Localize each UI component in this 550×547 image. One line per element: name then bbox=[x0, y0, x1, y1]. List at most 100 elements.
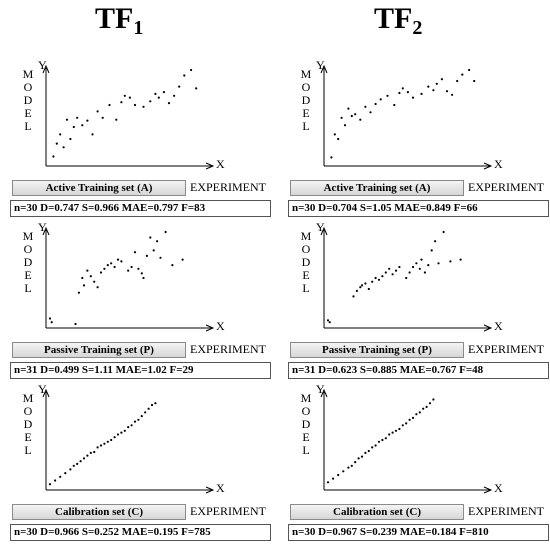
y-axis-label-letter: L bbox=[24, 281, 32, 295]
data-point bbox=[359, 118, 362, 121]
data-point bbox=[142, 105, 145, 108]
data-point bbox=[328, 321, 331, 324]
y-axis-letter: Y bbox=[38, 58, 47, 72]
x-axis-label: EXPERIMENT bbox=[468, 342, 544, 356]
y-axis-label-letter: M bbox=[22, 391, 34, 405]
data-point bbox=[377, 440, 381, 443]
y-axis-letter: Y bbox=[316, 220, 325, 234]
set-bar: Active Training set (A) EXPERIMENT bbox=[288, 180, 550, 196]
scatter-panel: M O D E L Y X Passive Training set (P) EXPERIMEN… bbox=[10, 220, 272, 380]
y-axis-label-letter: O bbox=[301, 80, 311, 94]
data-point bbox=[473, 79, 476, 83]
set-button[interactable]: Passive Training set (P) bbox=[290, 342, 464, 358]
data-point bbox=[398, 91, 401, 95]
data-point bbox=[343, 124, 347, 127]
y-axis-label-letter: L bbox=[24, 119, 32, 133]
data-point bbox=[394, 269, 398, 272]
set-bar: Passive Training set (P) EXPERIMENT bbox=[10, 342, 272, 358]
y-axis-label-letter: D bbox=[301, 255, 311, 269]
data-point bbox=[133, 420, 137, 423]
data-point bbox=[54, 479, 57, 482]
data-point bbox=[435, 82, 438, 85]
y-axis-letter: Y bbox=[316, 382, 325, 396]
data-point bbox=[183, 74, 186, 77]
data-point bbox=[408, 271, 411, 274]
x-axis-arrow bbox=[205, 162, 215, 170]
set-button[interactable]: Calibration set (C) bbox=[12, 504, 186, 520]
data-point bbox=[81, 124, 84, 127]
data-point bbox=[77, 291, 80, 294]
stats-readout: n=31 D=0.499 S=1.11 MAE=1.02 F=29 bbox=[10, 362, 271, 379]
data-point bbox=[64, 472, 67, 475]
data-point bbox=[128, 96, 131, 99]
data-point bbox=[359, 286, 362, 289]
y-axis-label-letter: E bbox=[302, 430, 310, 444]
data-point bbox=[420, 92, 423, 95]
data-point bbox=[434, 240, 437, 243]
data-point bbox=[99, 444, 103, 447]
data-point bbox=[120, 260, 123, 263]
data-point bbox=[369, 111, 372, 114]
scatter-plot bbox=[42, 388, 215, 494]
set-button[interactable]: Active Training set (A) bbox=[12, 180, 186, 196]
data-point bbox=[391, 273, 394, 276]
data-point bbox=[408, 418, 411, 421]
data-point bbox=[147, 407, 150, 410]
data-point bbox=[162, 91, 165, 94]
y-axis-label-letter: M bbox=[22, 229, 34, 243]
y-axis-label-letter: D bbox=[301, 93, 311, 107]
data-point bbox=[428, 402, 432, 405]
data-point bbox=[337, 137, 340, 141]
data-point bbox=[337, 473, 340, 477]
data-point bbox=[360, 455, 364, 458]
y-axis-label-letter: D bbox=[301, 417, 311, 431]
data-point bbox=[86, 119, 89, 122]
data-point bbox=[137, 267, 140, 270]
data-point bbox=[69, 137, 72, 141]
data-point bbox=[48, 483, 52, 486]
data-point bbox=[150, 403, 154, 407]
data-point bbox=[82, 457, 86, 460]
data-point bbox=[167, 102, 171, 105]
y-axis-arrow bbox=[320, 226, 328, 236]
data-point bbox=[137, 418, 140, 421]
data-point bbox=[74, 322, 77, 326]
y-axis-label-letter: E bbox=[24, 106, 32, 120]
scatter-plot bbox=[42, 226, 215, 332]
data-point bbox=[423, 271, 426, 274]
y-axis-label-letter: L bbox=[24, 443, 32, 457]
data-point bbox=[451, 93, 454, 96]
x-axis-letter: X bbox=[494, 319, 503, 333]
scatter-panel: M O D E L Y X Active Training set (A) EXPERIMENT… bbox=[288, 58, 550, 218]
y-axis-label-letter: O bbox=[23, 242, 33, 256]
data-point bbox=[144, 411, 147, 414]
y-axis-letter: Y bbox=[38, 220, 47, 234]
y-axis-label-letter: M bbox=[300, 67, 312, 81]
data-point bbox=[123, 429, 126, 432]
stats-readout: n=30 D=0.704 S=1.05 MAE=0.849 F=66 bbox=[288, 200, 549, 217]
data-point bbox=[388, 267, 391, 270]
set-button[interactable]: Active Training set (A) bbox=[290, 180, 464, 196]
data-point bbox=[89, 275, 92, 278]
data-point bbox=[360, 284, 364, 287]
data-point bbox=[69, 468, 72, 471]
set-bar: Calibration set (C) EXPERIMENT bbox=[10, 504, 272, 520]
set-button[interactable]: Passive Training set (P) bbox=[12, 342, 186, 358]
data-point bbox=[133, 103, 137, 107]
data-point bbox=[340, 116, 343, 119]
set-button[interactable]: Calibration set (C) bbox=[290, 504, 464, 520]
data-point bbox=[415, 262, 418, 265]
data-point bbox=[154, 92, 157, 95]
data-point bbox=[427, 85, 430, 88]
data-point bbox=[374, 444, 377, 447]
scatter-panel: M O D E L Y X Active Training set (A) EXPERIMENT… bbox=[10, 58, 272, 218]
scatter-panel: M O D E L Y X Calibration set (C) EXPERIMENT n=30… bbox=[288, 382, 550, 542]
data-point bbox=[159, 256, 162, 259]
data-point bbox=[427, 264, 430, 267]
y-axis-letter: Y bbox=[316, 58, 325, 72]
data-point bbox=[442, 230, 445, 234]
y-axis-letter: Y bbox=[38, 382, 47, 396]
